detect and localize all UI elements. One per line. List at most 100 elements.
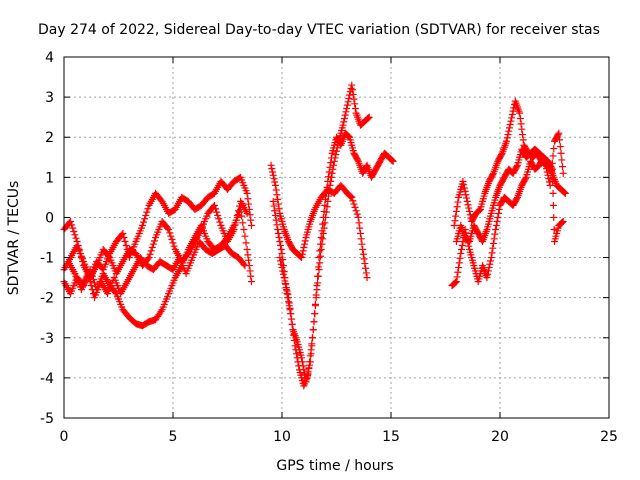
- data-point: [476, 206, 484, 214]
- data-point: [241, 262, 249, 270]
- data-point: [269, 197, 277, 205]
- y-tick-label: -2: [40, 291, 54, 307]
- data-point: [243, 246, 251, 254]
- data-point: [271, 178, 279, 186]
- data-point: [320, 207, 328, 215]
- data-point: [508, 110, 516, 118]
- data-point: [299, 362, 307, 370]
- data-point: [240, 225, 248, 233]
- data-point: [559, 169, 567, 177]
- data-point: [461, 187, 469, 195]
- data-point: [521, 175, 529, 183]
- data-point: [452, 207, 460, 215]
- data-point: [303, 371, 311, 379]
- data-point: [549, 201, 557, 209]
- data-point: [543, 168, 551, 176]
- series-trace-9: [450, 97, 567, 229]
- x-axis-label: GPS time / hours: [276, 458, 393, 474]
- data-point: [288, 320, 296, 328]
- data-point: [347, 84, 355, 92]
- data-point: [234, 207, 242, 215]
- data-point: [86, 278, 94, 286]
- data-point: [358, 240, 366, 248]
- data-point: [111, 288, 119, 296]
- x-tick-label: 20: [491, 429, 509, 445]
- data-point: [140, 218, 148, 226]
- data-point: [325, 173, 333, 181]
- data-point: [550, 225, 558, 233]
- data-point: [145, 254, 153, 262]
- data-point: [518, 125, 526, 133]
- data-point: [519, 131, 527, 139]
- data-point: [324, 177, 332, 185]
- data-point: [119, 229, 127, 237]
- data-point: [314, 263, 322, 271]
- data-point: [484, 267, 492, 275]
- data-point: [560, 188, 568, 196]
- data-point: [306, 361, 314, 369]
- data-point: [491, 230, 499, 238]
- data-point: [150, 237, 158, 245]
- data-point: [271, 211, 279, 219]
- data-point: [169, 239, 177, 247]
- data-point: [287, 310, 295, 318]
- data-point: [317, 240, 325, 248]
- data-point: [388, 157, 396, 165]
- data-point: [555, 129, 563, 137]
- data-point: [273, 221, 281, 229]
- data-point: [149, 240, 157, 248]
- data-point: [351, 104, 359, 112]
- data-point: [349, 90, 357, 98]
- data-point: [345, 94, 353, 102]
- data-point: [170, 242, 178, 250]
- data-point: [497, 151, 505, 159]
- data-point: [267, 161, 275, 169]
- data-point: [561, 189, 569, 197]
- data-point: [277, 257, 285, 265]
- data-point: [344, 132, 352, 140]
- data-point: [359, 246, 367, 254]
- data-point: [475, 207, 483, 215]
- data-point: [285, 294, 293, 302]
- data-point: [71, 231, 79, 239]
- data-point: [340, 115, 348, 123]
- data-point: [322, 195, 330, 203]
- data-point: [364, 114, 372, 122]
- data-point: [360, 255, 368, 263]
- data-point: [451, 279, 459, 287]
- data-point: [317, 246, 325, 254]
- data-point: [67, 217, 75, 225]
- data-point: [271, 207, 279, 215]
- data-point: [513, 163, 521, 171]
- data-point: [317, 252, 325, 260]
- data-point: [305, 365, 313, 373]
- data-point: [548, 165, 556, 173]
- data-point: [339, 121, 347, 129]
- data-point: [507, 117, 515, 125]
- data-point: [558, 156, 566, 164]
- data-point: [293, 350, 301, 358]
- data-point: [298, 358, 306, 366]
- data-point: [322, 189, 330, 197]
- data-point: [319, 213, 327, 221]
- y-tick-label: -3: [40, 331, 54, 347]
- data-point: [492, 225, 500, 233]
- data-point: [277, 260, 285, 268]
- data-point: [311, 300, 319, 308]
- data-point: [332, 151, 340, 159]
- data-point: [85, 274, 93, 282]
- data-point: [148, 244, 156, 252]
- data-point: [238, 212, 246, 220]
- data-point: [485, 264, 493, 272]
- data-point: [121, 238, 129, 246]
- data-point: [245, 256, 253, 264]
- data-point: [122, 242, 130, 250]
- data-point: [354, 156, 362, 164]
- data-point: [166, 229, 174, 237]
- data-point: [313, 282, 321, 290]
- data-point: [246, 211, 254, 219]
- data-point: [239, 219, 247, 227]
- data-point: [164, 224, 172, 232]
- data-point: [212, 205, 220, 213]
